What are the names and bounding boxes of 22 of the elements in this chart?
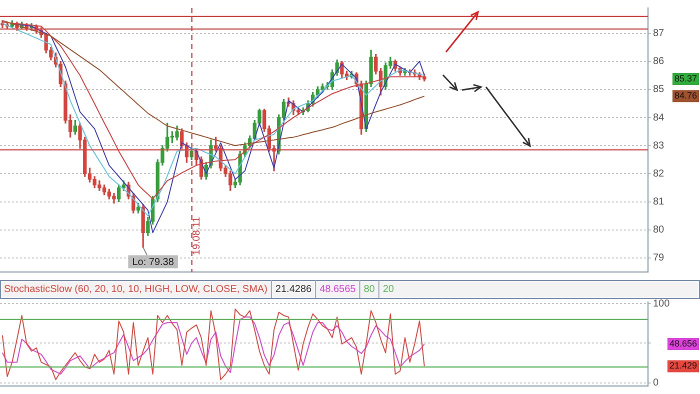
annotation: 19.08.11 bbox=[192, 216, 203, 256]
text: 20 bbox=[382, 284, 394, 295]
y-tick-label: 86 bbox=[653, 56, 665, 68]
y-tick-label: 100 bbox=[653, 298, 670, 310]
annotation: Lo: 79.38 bbox=[132, 257, 174, 268]
y-tick-label: 83 bbox=[653, 140, 665, 152]
y-tick-label: 82 bbox=[653, 168, 665, 180]
text: 84.76 bbox=[674, 90, 698, 101]
text: 80 bbox=[364, 284, 376, 295]
y-tick-label: 0 bbox=[653, 378, 659, 389]
y-tick-label: 80 bbox=[653, 224, 665, 236]
y-tick-label: 87 bbox=[653, 28, 665, 40]
text: 85.37 bbox=[674, 74, 698, 84]
text: 48.6565 bbox=[320, 284, 356, 295]
y-tick-label: 79 bbox=[653, 252, 665, 264]
chart-title: StochasticSlow (60, 20, 10, 10, HIGH, LOW, CLOSE, SMA) bbox=[4, 284, 268, 295]
y-tick-label: 84 bbox=[653, 112, 665, 124]
y-tick-label: 81 bbox=[653, 196, 665, 208]
text: 21.4286 bbox=[275, 284, 312, 295]
y-tick-label: 85 bbox=[653, 84, 665, 96]
text: 48.656 bbox=[669, 338, 698, 348]
text: 21.429 bbox=[669, 360, 698, 371]
